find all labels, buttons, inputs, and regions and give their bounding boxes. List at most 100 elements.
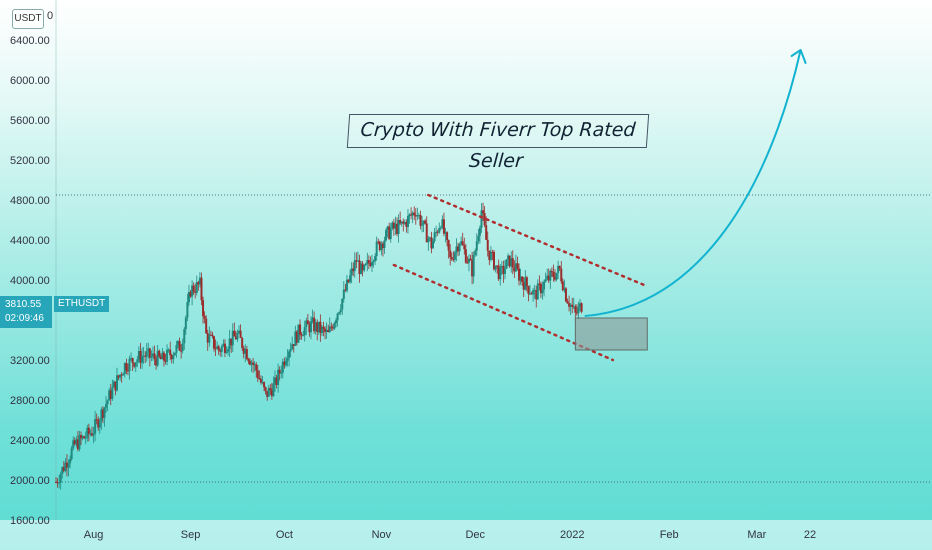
candle-body [147, 348, 150, 352]
candle-body [275, 377, 278, 385]
candle-body [505, 259, 508, 269]
candle-body [277, 369, 280, 385]
candle-body [421, 224, 424, 226]
candle-body [105, 404, 108, 408]
candle-body [514, 263, 517, 272]
candle-body [283, 361, 286, 366]
candle-body [172, 355, 175, 360]
currency-unit-label[interactable]: USDT [12, 9, 44, 29]
x-tick-label: Oct [276, 529, 293, 541]
x-tick-label: Feb [660, 529, 679, 541]
candle-body [134, 362, 137, 367]
candle-body [482, 210, 485, 214]
target-zone-rectangle[interactable] [574, 317, 648, 351]
candle-body [378, 241, 381, 251]
candle-body [413, 212, 416, 216]
candle-body [274, 377, 276, 384]
candle-body [65, 462, 68, 468]
candle-body [141, 355, 144, 363]
candle-body [227, 349, 230, 352]
time-axis-band [0, 520, 932, 550]
candle-body [516, 263, 519, 269]
candle-body [217, 346, 220, 351]
candle-body [64, 462, 67, 471]
candle-body [288, 351, 291, 358]
candle-body [256, 370, 259, 379]
candle-body [370, 262, 373, 266]
candle-body [324, 328, 327, 333]
candle-body [284, 360, 287, 366]
candle-body [156, 350, 159, 366]
candle-body [547, 275, 550, 281]
candle-body [253, 364, 256, 366]
annotation-textbox[interactable]: Crypto With Fiverr Top Rated Seller [346, 114, 650, 172]
candle-body [397, 219, 400, 234]
candle-body [202, 300, 205, 317]
candle-body [435, 231, 438, 233]
candle-body [494, 265, 497, 270]
candle-body [177, 341, 180, 345]
candle-body [303, 327, 306, 336]
candle-body [441, 219, 444, 228]
candle-body [460, 241, 463, 245]
channel-upper-line[interactable] [427, 193, 646, 287]
candle-body [259, 378, 262, 383]
candle-body [225, 351, 228, 353]
candle-body [159, 356, 162, 360]
candle-body [103, 407, 106, 418]
candle-body [491, 251, 494, 253]
candle-body [425, 223, 428, 243]
candle-body [566, 301, 569, 304]
candle-body [483, 213, 486, 226]
candle-body [355, 260, 358, 262]
candle-body [67, 463, 70, 468]
candle-body [255, 364, 258, 371]
y-tick-label: 2000.00 [10, 475, 50, 487]
candle-body [327, 329, 330, 333]
candle-body [391, 222, 394, 229]
candle-body [231, 330, 234, 346]
y-tick-label: 1600.00 [10, 515, 50, 527]
candle-body [555, 272, 558, 280]
candle-body [55, 482, 57, 483]
projection-arrow[interactable] [584, 49, 802, 317]
candle-body [316, 322, 319, 333]
candle-body [335, 320, 338, 324]
candle-body [558, 265, 561, 269]
candle-body [563, 288, 566, 291]
candle-body [511, 258, 514, 268]
candle-body [414, 215, 417, 217]
candle-body [525, 277, 528, 287]
candle-body [247, 359, 250, 362]
candle-body [347, 279, 350, 283]
candle-body [416, 215, 419, 217]
candle-body [433, 232, 436, 242]
candle-body [385, 230, 388, 241]
candle-body [317, 321, 320, 333]
candle-body [84, 437, 87, 439]
candle-body [330, 326, 333, 328]
y-tick-label: 4000.00 [10, 275, 50, 287]
candle-body [289, 349, 292, 352]
candle-body [162, 352, 165, 361]
candle-body [305, 320, 308, 328]
candle-body [580, 303, 583, 312]
x-tick-label: 22 [804, 529, 816, 541]
candle-body [302, 335, 305, 337]
candle-body [464, 249, 467, 263]
candle-body [203, 316, 206, 319]
candle-body [291, 344, 294, 350]
candle-body [131, 358, 134, 364]
candle-body [222, 343, 225, 347]
candle-body [549, 270, 552, 281]
candle-body [153, 353, 156, 359]
candle-body [70, 448, 73, 460]
candle-body [535, 290, 538, 300]
candle-body [167, 349, 170, 351]
candle-body [95, 419, 98, 421]
candle-body [577, 306, 580, 314]
candle-body [356, 260, 359, 262]
candle-body [452, 259, 455, 261]
